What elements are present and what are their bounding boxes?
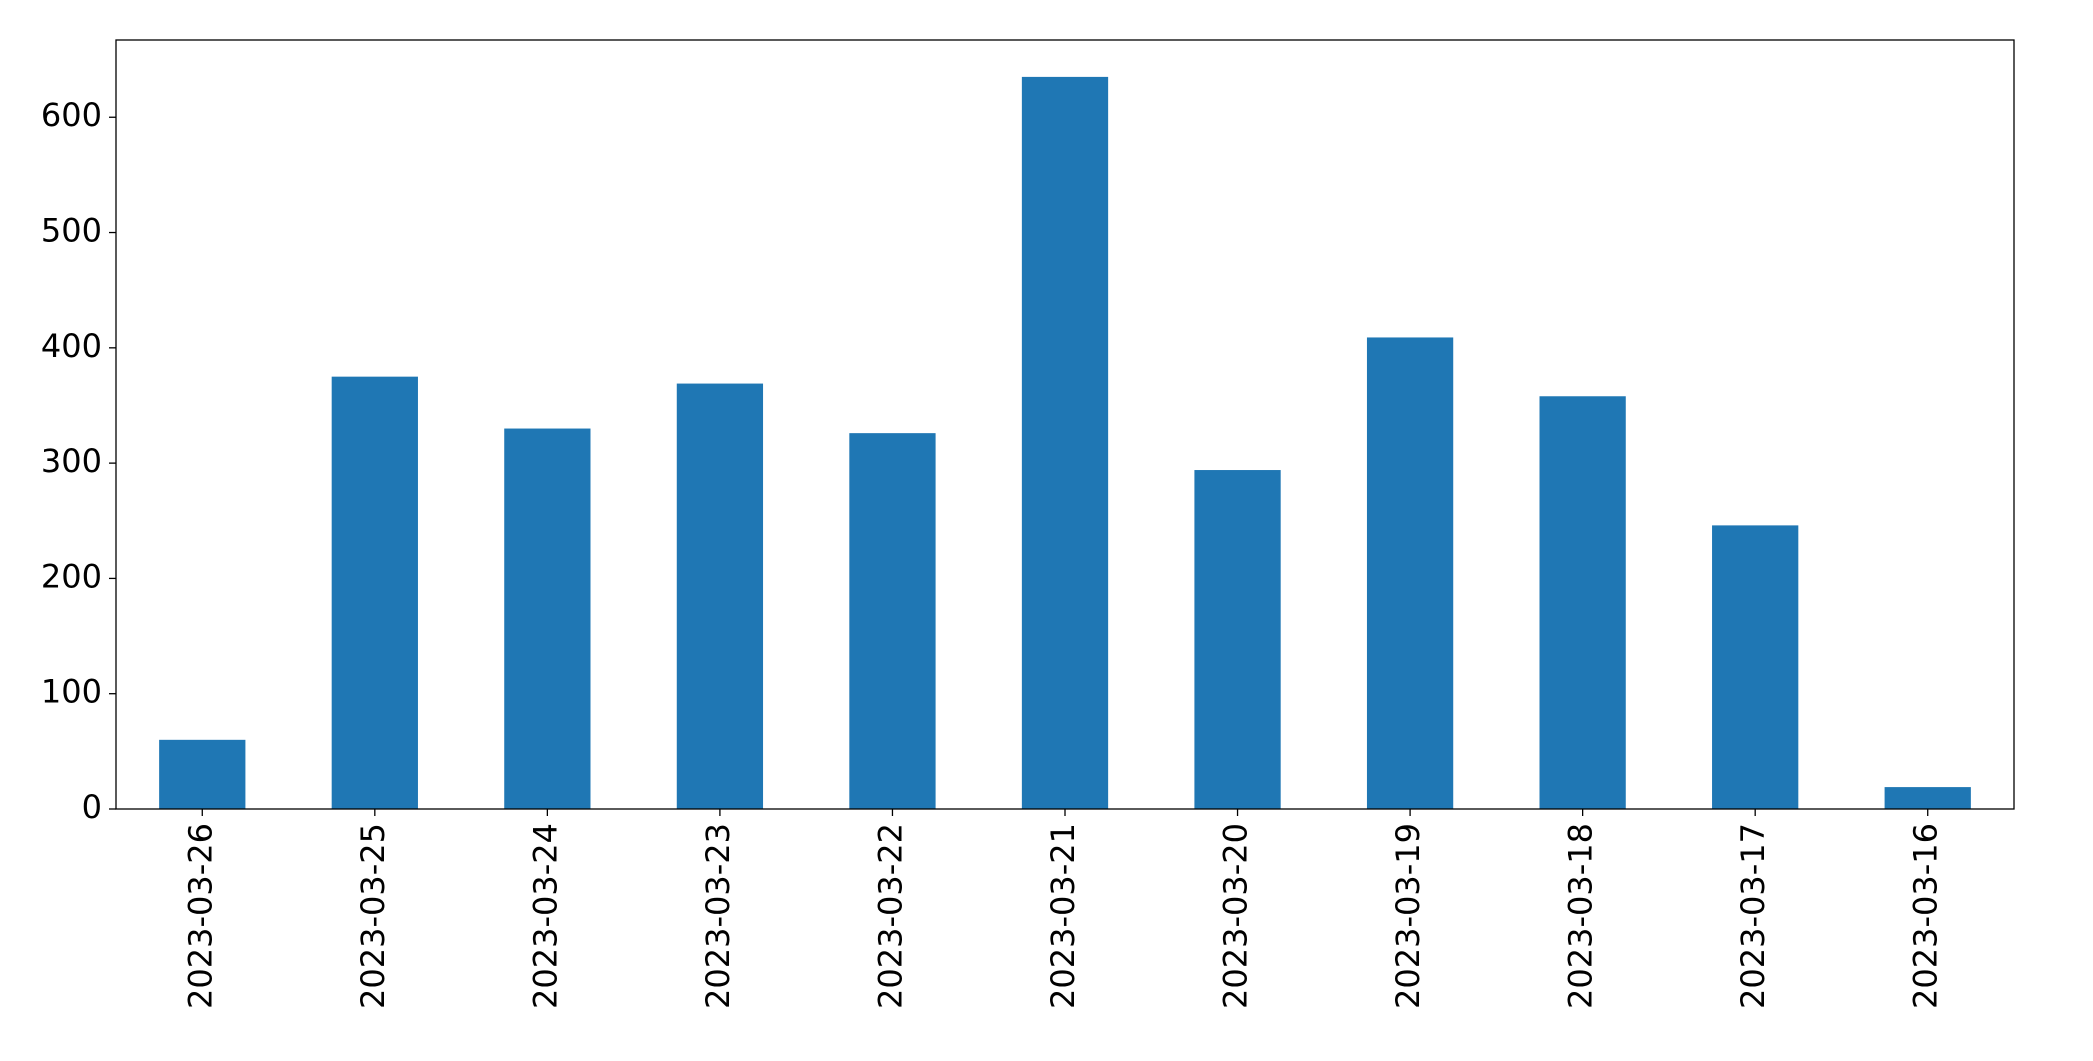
y-tick-label: 100 — [41, 673, 102, 711]
bar — [504, 428, 591, 809]
y-tick-label: 200 — [41, 557, 102, 595]
y-tick-label: 300 — [41, 442, 102, 480]
bar — [1539, 396, 1626, 809]
bar — [1712, 525, 1799, 809]
x-tick-label: 2023-03-22 — [871, 823, 909, 1009]
y-tick-label: 0 — [82, 788, 102, 826]
bar — [676, 383, 764, 809]
y-tick-label: 600 — [41, 96, 102, 134]
x-tick-label: 2023-03-19 — [1389, 823, 1427, 1009]
bar — [331, 376, 418, 809]
bar — [1194, 470, 1281, 809]
bar — [1366, 337, 1454, 809]
x-tick-label: 2023-03-20 — [1217, 823, 1255, 1009]
x-tick-label: 2023-03-17 — [1734, 823, 1772, 1009]
bar — [1884, 787, 1971, 809]
y-tick-label: 400 — [41, 327, 102, 365]
x-tick-label: 2023-03-23 — [699, 823, 737, 1009]
plot-frame — [115, 39, 2015, 810]
bar — [1021, 76, 1109, 809]
bar — [849, 433, 936, 809]
x-tick-label: 2023-03-18 — [1562, 823, 1600, 1009]
x-tick-label: 2023-03-24 — [526, 823, 564, 1009]
x-tick-label: 2023-03-25 — [354, 823, 392, 1009]
y-tick-label: 500 — [41, 212, 102, 250]
bar — [159, 739, 246, 809]
x-tick-label: 2023-03-26 — [181, 823, 219, 1009]
x-tick-label: 2023-03-21 — [1044, 823, 1082, 1009]
x-tick-label: 2023-03-16 — [1907, 823, 1945, 1009]
